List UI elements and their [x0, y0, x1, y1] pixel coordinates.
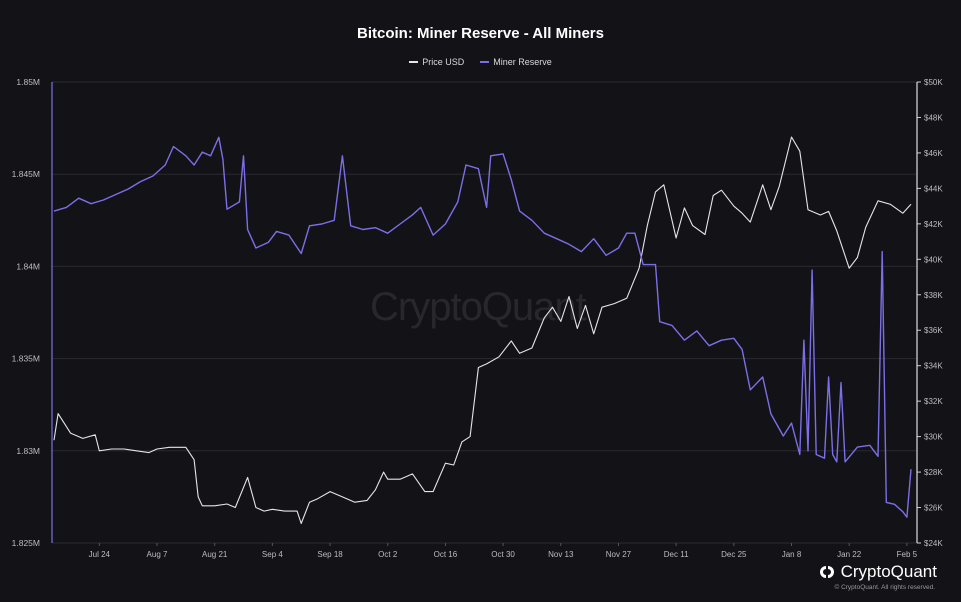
miner-reserve-line [53, 136, 912, 518]
right-y-tick-label: $40K [924, 255, 943, 264]
brand-logo: CryptoQuant [817, 562, 937, 582]
series-lines [53, 136, 912, 525]
right-y-tick-label: $44K [924, 184, 943, 193]
right-y-tick-label: $42K [924, 220, 943, 229]
left-y-axis: 1.825M 1.83M 1.835M 1.84M 1.845M 1.85M [12, 77, 53, 548]
left-y-tick-label: 1.83M [16, 446, 40, 456]
x-tick-label: Jan 22 [837, 550, 862, 559]
watermark: CryptoQuant [370, 285, 587, 329]
legend-swatch-price [409, 61, 419, 63]
x-tick-label: Aug 7 [147, 550, 168, 559]
right-y-axis: $24K $26K $28K $30K $32K $34K $36K $38K $40K $42K… [916, 78, 943, 548]
right-y-tick-label: $34K [924, 362, 943, 371]
x-tick-label: Feb 5 [897, 550, 918, 559]
x-tick-label: Oct 2 [378, 550, 398, 559]
grid-lines [52, 81, 917, 544]
chart-title: Bitcoin: Miner Reserve - All Miners [356, 25, 604, 42]
left-y-tick-label: 1.845M [12, 169, 40, 179]
right-y-tick-label: $30K [924, 433, 943, 442]
left-y-tick-label: 1.835M [12, 354, 40, 364]
x-tick-label: Nov 27 [606, 550, 632, 559]
legend-item-price[interactable]: Price USD [409, 57, 464, 67]
copyright-text: © CryptoQuant. All rights reserved. [834, 584, 935, 591]
left-y-tick-label: 1.825M [12, 538, 40, 548]
right-y-tick-label: $50K [924, 78, 943, 87]
x-tick-label: Jan 8 [782, 550, 802, 559]
x-tick-label: Dec 11 [664, 550, 689, 559]
right-y-tick-label: $24K [924, 539, 943, 548]
x-tick-label: Sep 18 [317, 550, 343, 559]
legend-item-miner-reserve[interactable]: Miner Reserve [480, 57, 552, 67]
right-y-tick-label: $38K [924, 291, 943, 300]
legend-label-miner-reserve: Miner Reserve [493, 57, 552, 67]
left-y-tick-label: 1.85M [16, 77, 40, 87]
x-tick-label: Oct 16 [434, 550, 458, 559]
legend-label-price: Price USD [422, 57, 465, 67]
brand-name: CryptoQuant [840, 562, 937, 581]
x-tick-label: Nov 13 [548, 550, 574, 559]
x-tick-label: Jul 24 [89, 550, 111, 559]
price-usd-line [53, 136, 912, 525]
x-tick-label: Aug 21 [202, 550, 228, 559]
right-y-tick-label: $46K [924, 149, 943, 158]
x-tick-label: Dec 25 [721, 550, 747, 559]
right-y-tick-label: $28K [924, 468, 943, 477]
cryptoquant-logo-icon [819, 566, 834, 578]
chart-legend: Price USD Miner Reserve [0, 57, 961, 67]
x-axis: Jul 24 Aug 7 Aug 21 Sep 4 Sep 18 Oct 2 Oct 16 O… [89, 543, 918, 559]
right-y-tick-label: $48K [924, 113, 943, 122]
right-y-tick-label: $32K [924, 397, 943, 406]
right-y-tick-label: $26K [924, 504, 943, 513]
right-y-tick-label: $36K [924, 326, 943, 335]
x-tick-label: Oct 30 [491, 550, 515, 559]
legend-swatch-miner-reserve [480, 61, 490, 63]
x-tick-label: Sep 4 [262, 550, 283, 559]
left-y-tick-label: 1.84M [16, 261, 40, 271]
